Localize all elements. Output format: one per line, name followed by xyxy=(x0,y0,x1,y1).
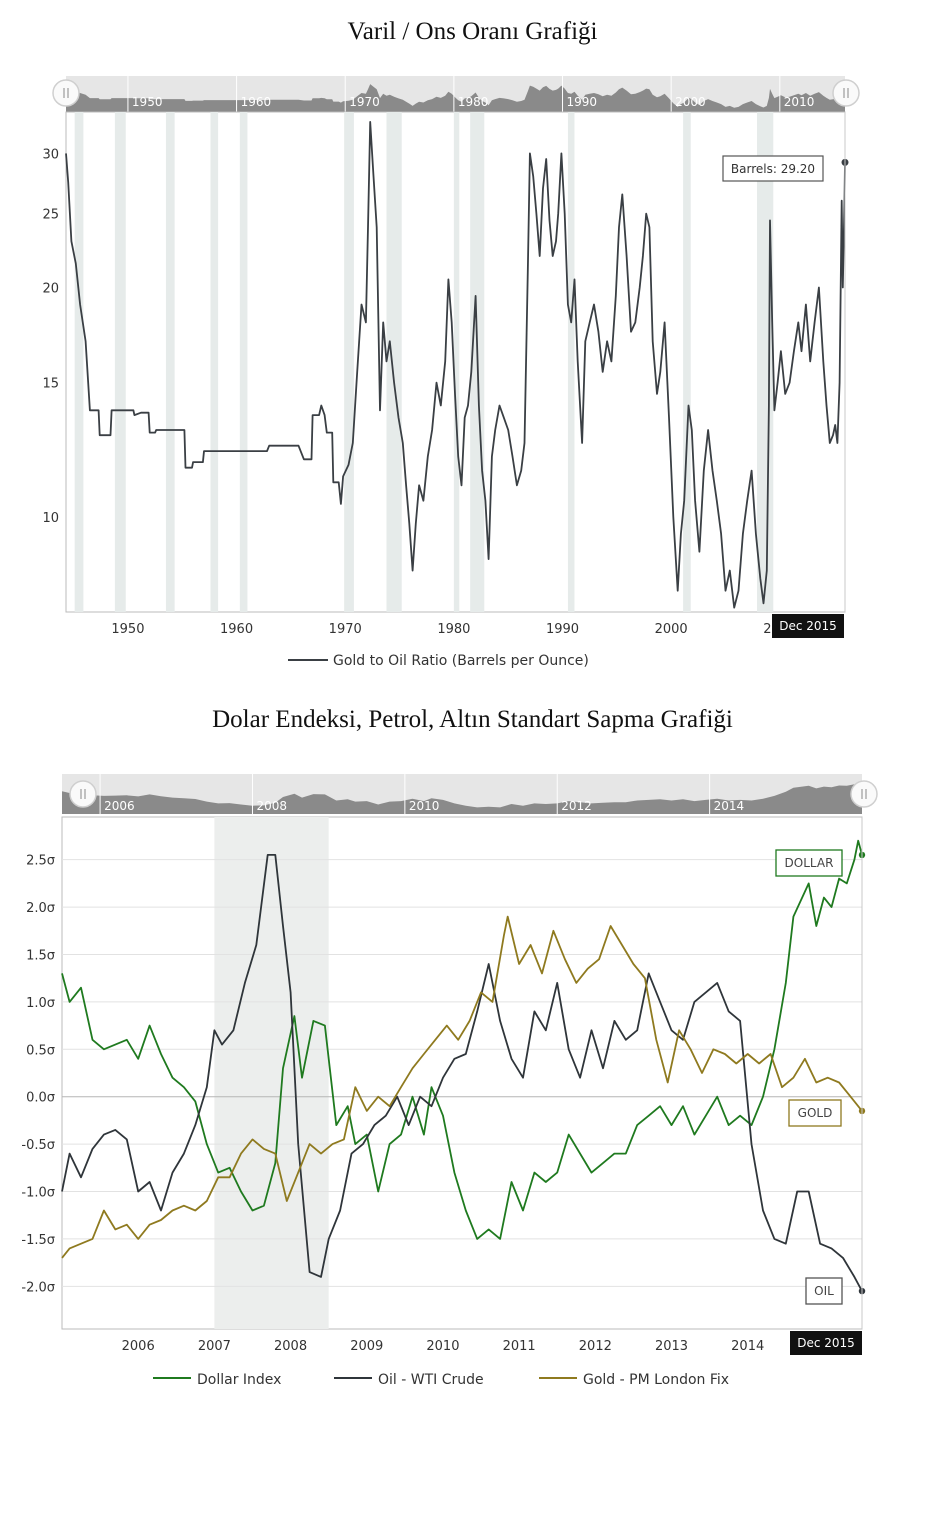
recession-band xyxy=(239,112,248,612)
legend-item: Gold to Oil Ratio (Barrels per Ounce) xyxy=(333,653,589,669)
y-tick-label: 10 xyxy=(42,511,59,526)
navigator-series-area xyxy=(66,84,845,112)
date-label: Dec 2015 xyxy=(797,1336,855,1350)
navigator-handle-right[interactable] xyxy=(832,79,860,107)
navigator-tick-label: 2014 xyxy=(714,799,745,813)
x-tick-label: 2012 xyxy=(579,1339,612,1354)
tooltip-box xyxy=(722,155,824,182)
barrels-per-ounce-chart: 1950 1960 1970 1980 1990 2000 2010 30 25 20 15 10 19… xyxy=(42,76,860,669)
navigator-tick-label: 2010 xyxy=(409,799,440,813)
x-tick-label: 1990 xyxy=(546,622,579,637)
y-tick-label: 2.5σ xyxy=(26,854,55,869)
x-tick-label: 1980 xyxy=(437,622,470,637)
series-end-label: GOLD xyxy=(798,1106,833,1120)
x-tick-label: 2013 xyxy=(655,1339,688,1354)
x-tick-label: 2010 xyxy=(426,1339,459,1354)
date-label: Dec 2015 xyxy=(779,619,837,633)
y-tick-label: -0.5σ xyxy=(21,1138,55,1153)
recession-band xyxy=(756,112,774,612)
y-tick-label: -1.5σ xyxy=(21,1233,55,1248)
date-label-box xyxy=(772,614,844,638)
navigator-handle-left[interactable] xyxy=(69,780,97,808)
y-tick-label: 20 xyxy=(42,282,59,297)
navigator-tick-label: 2010 xyxy=(784,95,815,109)
navigator-tick-label: 1980 xyxy=(458,95,489,109)
std-deviation-chart: 2006 2008 2010 2012 2014 2.5σ 2.0σ 1.5σ 1.0σ 0.5σ… xyxy=(21,774,878,1388)
navigator-tick-label: 2006 xyxy=(104,799,135,813)
series-end-label-box xyxy=(805,1277,843,1305)
chart2-title: Dolar Endeksi, Petrol, Altın Standart Sa… xyxy=(212,706,733,733)
y-tick-label: 25 xyxy=(42,208,59,223)
y-tick-label: 0.0σ xyxy=(26,1091,55,1106)
x-tick-label: 2014 xyxy=(731,1339,764,1354)
navigator-handle-right[interactable] xyxy=(850,780,878,808)
recession-band xyxy=(344,112,354,612)
navigator-tick-label: 2008 xyxy=(256,799,287,813)
chart1-title: Varil / Ons Oranı Grafiği xyxy=(347,18,598,45)
series-end-label-box xyxy=(775,849,843,877)
recession-band xyxy=(453,112,460,612)
series-end-label-box xyxy=(788,1099,842,1127)
y-tick-label: 30 xyxy=(42,147,59,162)
tooltip-text: Barrels: 29.20 xyxy=(731,162,815,176)
plot-area xyxy=(61,816,863,1330)
x-tick-label: 1960 xyxy=(220,622,253,637)
recession-band xyxy=(210,112,219,612)
series-line-oil-wti[interactable] xyxy=(61,854,863,1292)
series-line-gold-london-fix[interactable] xyxy=(61,915,863,1259)
recession-band xyxy=(74,112,84,612)
x-tick-label: 2011 xyxy=(503,1339,536,1354)
recession-band xyxy=(214,817,329,1329)
recession-band xyxy=(567,112,575,612)
series-line-gold-to-oil[interactable] xyxy=(65,121,846,609)
navigator-tick-label: 1960 xyxy=(241,95,272,109)
series-line-dollar-index[interactable] xyxy=(61,839,863,1240)
recession-band xyxy=(683,112,691,612)
series-end-label: DOLLAR xyxy=(785,856,834,870)
y-tick-label: 0.5σ xyxy=(26,1043,55,1058)
legend-item: Gold - PM London Fix xyxy=(583,1372,729,1388)
y-tick-label: 15 xyxy=(42,377,59,392)
y-tick-label: -2.0σ xyxy=(21,1280,55,1295)
x-tick-label: 1950 xyxy=(111,622,144,637)
recession-band xyxy=(165,112,175,612)
navigator-tick-label: 1990 xyxy=(567,95,598,109)
x-tick-label: 2007 xyxy=(198,1339,231,1354)
y-tick-label: 2.0σ xyxy=(26,901,55,916)
x-tick-label: 2009 xyxy=(350,1339,383,1354)
legend-item: Dollar Index xyxy=(197,1372,281,1388)
x-tick-label: 1970 xyxy=(329,622,362,637)
y-tick-label: -1.0σ xyxy=(21,1186,55,1201)
navigator-series-area xyxy=(62,783,862,814)
x-tick-label: 2008 xyxy=(274,1339,307,1354)
recession-band xyxy=(114,112,126,612)
x-tick-label: 2000 xyxy=(655,622,688,637)
legend-item: Oil - WTI Crude xyxy=(378,1372,484,1388)
navigator-tick-label: 1970 xyxy=(349,95,380,109)
y-tick-label: 1.0σ xyxy=(26,996,55,1011)
date-label-box xyxy=(790,1331,862,1355)
navigator-handle-left[interactable] xyxy=(52,79,80,107)
series-end-label: OIL xyxy=(814,1284,834,1298)
recession-band xyxy=(386,112,402,612)
y-tick-label: 1.5σ xyxy=(26,948,55,963)
navigator-tick-label: 2012 xyxy=(561,799,592,813)
navigator-tick-label: 1950 xyxy=(132,95,163,109)
navigator-tick-label: 2000 xyxy=(675,95,706,109)
x-tick-label: 2006 xyxy=(122,1339,155,1354)
